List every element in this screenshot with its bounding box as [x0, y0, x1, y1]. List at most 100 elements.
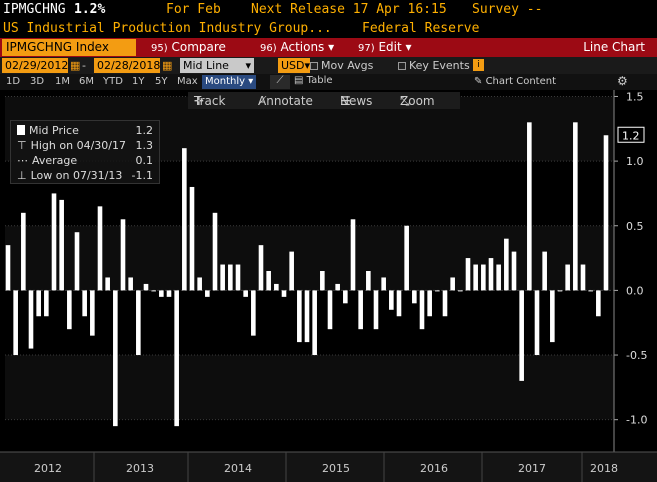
bar: [312, 290, 317, 356]
bar: [67, 290, 72, 330]
actions-button[interactable]: 96) Actions ▾: [260, 40, 335, 54]
bar: [473, 264, 478, 291]
calendar-icon[interactable]: ▦: [70, 59, 81, 72]
gear-icon[interactable]: ⚙: [617, 74, 628, 88]
bar: [320, 271, 325, 291]
y-tick-label: 0.0: [626, 284, 644, 297]
bar: [281, 290, 287, 297]
chevron-down-icon: ▾: [405, 40, 412, 54]
period-row: 1D 3D 1M 6M YTD 1Y 5Y Max Monthly ▾ ⟋ ▤ …: [0, 74, 657, 90]
low-marker-icon: ⊥: [17, 169, 27, 182]
bar: [212, 212, 218, 291]
bar: [511, 251, 517, 291]
chart-area: 1.5 1.0 0.5 0.0 -0.5 -1.0 1.2 2012 2013 2014 2015 2…: [0, 90, 657, 482]
checkbox-icon: [398, 62, 406, 70]
line-chart-icon[interactable]: ⟋: [270, 75, 290, 89]
bar: [435, 290, 440, 292]
table-icon: ▤: [294, 75, 304, 86]
description-row: US Industrial Production Industry Group.…: [0, 19, 657, 38]
legend-average: ⋯ Average 0.1: [17, 154, 153, 167]
bar: [358, 290, 363, 330]
y-tick-label: 1.0: [626, 155, 644, 168]
tools-icon: ✎: [474, 76, 483, 87]
chevron-down-icon: ▾: [248, 76, 254, 87]
bar: [82, 290, 87, 317]
period-max[interactable]: Max: [177, 76, 198, 87]
last-value-tag: [617, 126, 645, 143]
frequency-select[interactable]: Monthly ▾: [202, 75, 257, 89]
grid-band: [5, 355, 614, 420]
calendar-icon[interactable]: ▦: [162, 59, 173, 72]
bar: [542, 251, 547, 291]
bar: [465, 258, 471, 291]
crosshair-icon: ✛: [194, 94, 205, 108]
bar: [588, 290, 593, 292]
legend-low: ⊥ Low on 07/31/13 -1.1: [17, 169, 153, 182]
start-date-input[interactable]: 02/29/2012: [2, 58, 68, 73]
chart-content-button[interactable]: ✎ Chart Content: [474, 76, 557, 87]
period-1m[interactable]: 1M: [55, 76, 70, 87]
axes: 1.5 1.0 0.5 0.0 -0.5 -1.0 1.2 2012 2013 2014 2015 2…: [0, 90, 657, 482]
info-icon[interactable]: i: [473, 59, 484, 71]
view-type-label: Line Chart: [583, 40, 645, 54]
bar: [496, 264, 501, 291]
bar: [143, 283, 149, 291]
bar: [381, 277, 386, 291]
table-button[interactable]: ▤ Table: [294, 75, 333, 86]
security-input[interactable]: IPMGCHNG Index: [2, 39, 136, 56]
bar: [573, 122, 578, 291]
zoom-icon: ⤡: [400, 94, 410, 108]
bar: [534, 290, 540, 356]
bar: [481, 264, 486, 291]
bar: [228, 264, 233, 291]
bar: [427, 290, 432, 317]
mov-avgs-toggle[interactable]: Mov Avgs: [310, 58, 373, 73]
chart-tools-row: ✛ Track ⟋ Annotate ☰ News ⤡ Zoom: [188, 92, 460, 109]
bar: [289, 251, 294, 291]
period-6m[interactable]: 6M: [79, 76, 94, 87]
bar: [366, 271, 371, 291]
period-5y[interactable]: 5Y: [155, 76, 168, 87]
bar: [189, 186, 195, 291]
key-events-toggle[interactable]: Key Events: [398, 58, 470, 73]
bar: [166, 290, 172, 297]
date-separator-dash: -: [82, 59, 86, 72]
legend: Mid Price 1.2 ⊤ High on 04/30/17 1.3 ⋯ Ave…: [10, 120, 160, 184]
bar: [5, 245, 11, 291]
bars: [5, 122, 609, 427]
checkbox-icon: [310, 62, 318, 70]
compare-button[interactable]: 95) Compare: [151, 40, 226, 54]
bar: [527, 122, 532, 291]
chevron-down-icon: ▾: [328, 40, 335, 54]
edit-button[interactable]: 97) Edit ▾: [358, 40, 412, 54]
bar: [13, 290, 18, 356]
bar: [488, 258, 494, 291]
bar: [59, 199, 64, 291]
chevron-down-icon: ▾: [245, 59, 251, 72]
high-marker-icon: ⊤: [17, 139, 27, 152]
security-description: US Industrial Production Industry Group.…: [3, 21, 332, 36]
x-axis-band: [0, 452, 657, 482]
period-1y[interactable]: 1Y: [132, 76, 145, 87]
bar: [335, 283, 340, 291]
grid-band: [5, 225, 614, 291]
x-tick-label: 2015: [322, 462, 350, 475]
chart-mode-select[interactable]: Mid Line ▾: [180, 58, 254, 73]
bar: [557, 290, 563, 292]
chevron-down-icon: ▾: [304, 59, 311, 72]
period-1d[interactable]: 1D: [6, 76, 21, 87]
next-release: Next Release 17 Apr 16:15: [251, 2, 447, 17]
bar: [297, 290, 302, 343]
bar: [258, 245, 264, 291]
bar: [136, 290, 141, 356]
bar: [197, 277, 202, 291]
period-ytd[interactable]: YTD: [103, 76, 123, 87]
x-tick-label: 2013: [126, 462, 154, 475]
bar: [504, 238, 509, 291]
bar: [266, 271, 271, 291]
y-tick-label: -0.5: [626, 349, 647, 362]
period-3d[interactable]: 3D: [30, 76, 45, 87]
currency-select[interactable]: USD▾: [278, 58, 310, 73]
bar: [105, 277, 110, 291]
end-date-input[interactable]: 02/28/2018: [94, 58, 160, 73]
